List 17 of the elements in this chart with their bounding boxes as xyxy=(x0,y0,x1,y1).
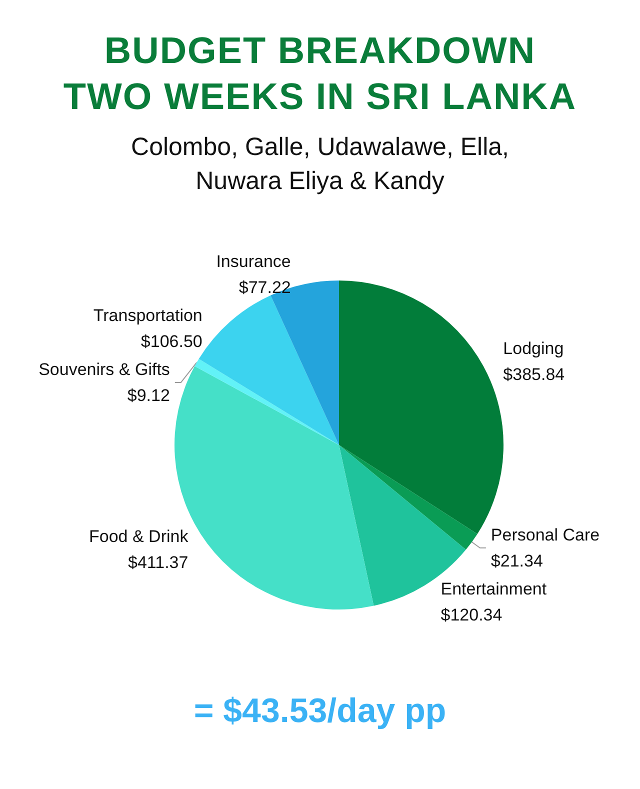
slice-label: Transportation xyxy=(93,306,202,325)
chart-title: BUDGET BREAKDOWN TWO WEEKS IN SRI LANKA xyxy=(62,29,578,119)
slice-label: Personal Care xyxy=(490,525,600,544)
slice-label: Food & Drink xyxy=(89,526,189,546)
slice-label: Souvenirs & Gifts xyxy=(38,360,170,379)
data-label: $21.34 xyxy=(490,551,543,570)
slice-label: Entertainment xyxy=(440,579,547,598)
data-label: $77.22 xyxy=(238,278,291,297)
data-label: $120.34 xyxy=(440,605,502,624)
chart-subtitle: Colombo, Galle, Udawalawe, Ella, Nuwara Eliya & Kandy xyxy=(130,132,510,197)
data-label: $106.50 xyxy=(140,332,202,351)
text: = $43.53/day pp xyxy=(192,692,448,731)
data-label: $411.37 xyxy=(128,552,188,572)
data-label: $385.84 xyxy=(503,364,565,384)
slice-label: Lodging xyxy=(503,338,564,358)
data-label: $9.12 xyxy=(127,386,170,405)
slice-label: Insurance xyxy=(216,252,291,271)
